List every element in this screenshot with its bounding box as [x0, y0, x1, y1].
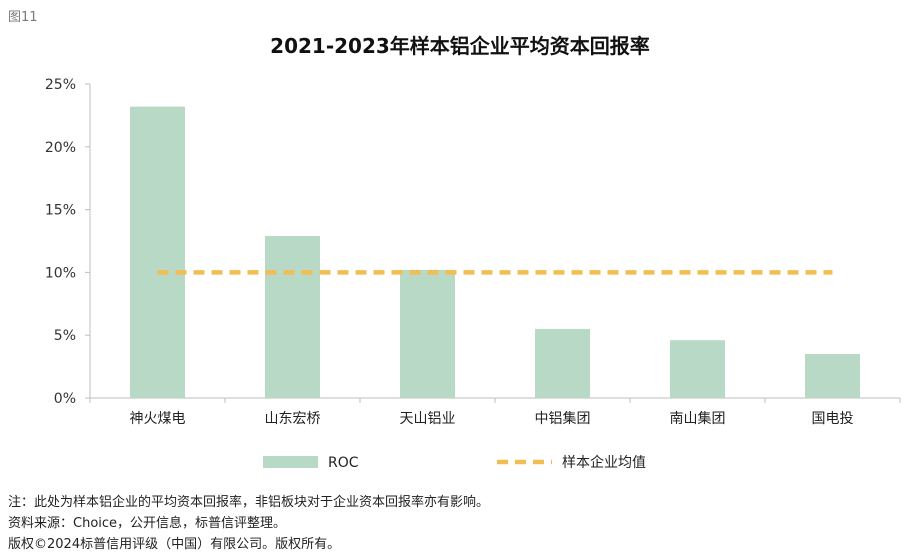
- bar: [670, 340, 725, 398]
- x-tick-label: 山东宏桥: [265, 411, 321, 427]
- x-tick-label: 国电投: [812, 411, 854, 427]
- y-tick-label: 10%: [45, 265, 76, 281]
- y-tick-label: 15%: [45, 203, 76, 219]
- y-tick-label: 5%: [54, 328, 76, 344]
- bar: [400, 269, 455, 398]
- notes-block: 注：此处为样本铝企业的平均资本回报率，非铝板块对于企业资本回报率亦有影响。 资料…: [8, 492, 489, 555]
- legend-swatch-roc: [263, 456, 318, 468]
- bar: [805, 354, 860, 398]
- note-line: 注：此处为样本铝企业的平均资本回报率，非铝板块对于企业资本回报率亦有影响。: [8, 495, 490, 510]
- legend-label-average: 样本企业均值: [562, 454, 646, 471]
- bar: [130, 106, 185, 398]
- legend-label-roc: ROC: [328, 455, 359, 471]
- x-tick-label: 南山集团: [670, 410, 726, 427]
- chart-title: 2021-2023年样本铝企业平均资本回报率: [270, 34, 650, 58]
- y-tick-label: 0%: [54, 391, 76, 407]
- x-tick-label: 天山铝业: [400, 411, 456, 427]
- y-tick-label: 20%: [45, 140, 76, 156]
- y-tick-label: 25%: [45, 77, 76, 93]
- x-tick-label: 中铝集团: [535, 410, 591, 427]
- source-line: 资料来源：Choice，公开信息，标普信评整理。: [8, 516, 287, 531]
- bar: [265, 235, 320, 398]
- copyright-line: 版权©2024标普信用评级（中国）有限公司。版权所有。: [8, 537, 341, 552]
- figure-label: 图11: [8, 10, 38, 25]
- x-tick-label: 神火煤电: [130, 411, 186, 427]
- bar: [535, 328, 590, 398]
- chart-canvas: 0% 5% 10% 15% 20% 25% 神火煤电 山东宏桥 天山铝业 中铝集团 南山集团 国电投 R…: [45, 77, 901, 471]
